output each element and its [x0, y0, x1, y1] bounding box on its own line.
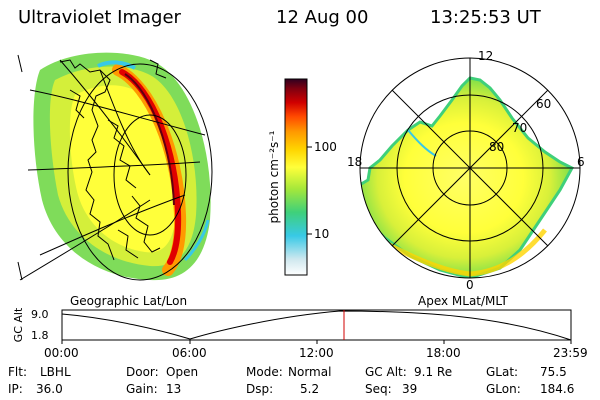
mlt-label-18: 18 — [347, 155, 363, 169]
mlat-label-60: 60 — [536, 97, 552, 111]
x-label-0000: 00:00 — [44, 346, 79, 360]
info-gcalt-key: GC Alt: — [365, 365, 407, 379]
altitude-ytick-9: 9.0 — [31, 308, 49, 321]
edge-ticks — [17, 54, 23, 281]
colorbar-label-10: 10 — [314, 227, 330, 241]
info-door-value: Open — [166, 365, 199, 379]
info-gcalt-value: 9.1 Re — [414, 365, 453, 379]
info-mode-value: Normal — [288, 365, 332, 379]
time-label: 13:25:53 UT — [430, 7, 541, 28]
info-glat-value: 75.5 — [540, 365, 567, 379]
info-gain-value: 13 — [166, 382, 182, 396]
mlt-label-0: 0 — [466, 278, 474, 292]
info-gain-key: Gain: — [126, 382, 158, 396]
info-seq-value: 39 — [402, 382, 418, 396]
info-dsp-key: Dsp: — [246, 382, 274, 396]
mlt-label-6: 6 — [577, 155, 585, 169]
right-panel-caption: Apex MLat/MLT — [418, 294, 508, 308]
mlat-label-80: 80 — [489, 140, 505, 154]
x-label-1200: 12:00 — [299, 346, 334, 360]
coastlines — [59, 59, 167, 261]
x-label-2359: 23:59 — [553, 346, 588, 360]
info-mode-key: Mode: — [246, 365, 283, 379]
x-label-0600: 06:00 — [172, 346, 207, 360]
colorbar-label-100: 100 — [314, 140, 337, 154]
info-flt-value: LBHL — [40, 365, 71, 379]
altitude-ytick-1-8: 1.8 — [31, 329, 49, 342]
color-bar — [284, 78, 312, 276]
mlat-label-70: 70 — [512, 121, 528, 135]
altitude-curve — [61, 310, 572, 341]
altitude-ylabel: GC Alt — [12, 307, 25, 342]
colorbar-unit-label: photon cm⁻²s⁻¹ — [267, 130, 281, 223]
info-glon-key: GLon: — [486, 382, 521, 396]
polar-grid — [359, 57, 581, 279]
x-label-1800: 18:00 — [426, 346, 461, 360]
instrument-title: Ultraviolet Imager — [18, 7, 181, 28]
date-label: 12 Aug 00 — [276, 7, 369, 28]
info-door-key: Door: — [126, 365, 159, 379]
info-dsp-value: 5.2 — [300, 382, 320, 396]
info-ip-value: 36.0 — [36, 382, 63, 396]
left-panel-caption: Geographic Lat/Lon — [70, 294, 188, 308]
lat-lon-grid — [19, 59, 213, 281]
info-ip-key: IP: — [8, 382, 23, 396]
info-seq-key: Seq: — [365, 382, 392, 396]
info-glat-key: GLat: — [486, 365, 519, 379]
altitude-plot — [61, 309, 572, 344]
info-glon-value: 184.6 — [540, 382, 575, 396]
info-flt-key: Flt: — [8, 365, 27, 379]
mlt-label-12: 12 — [478, 49, 494, 63]
